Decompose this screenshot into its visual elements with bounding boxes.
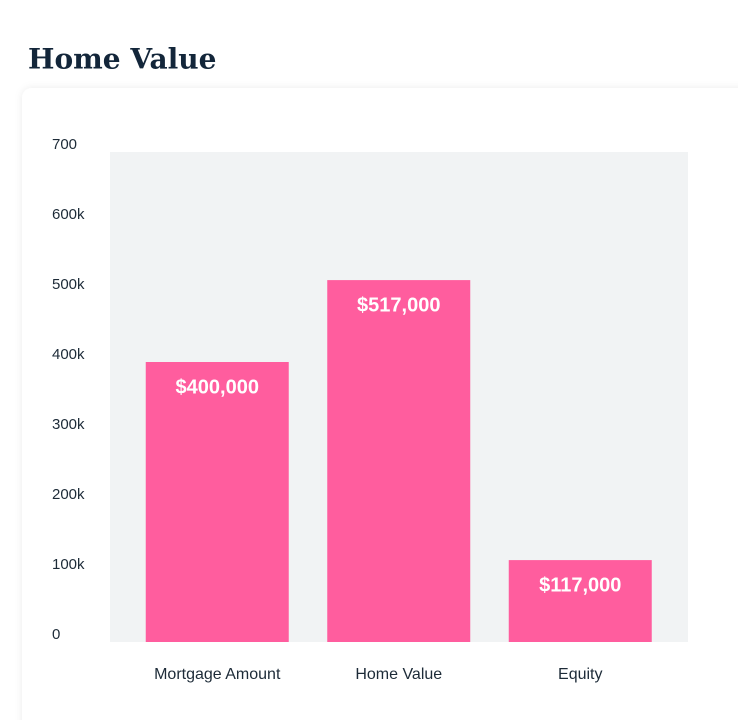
x-tick-label: Equity — [558, 666, 602, 683]
bar — [327, 280, 471, 642]
x-tick-label: Mortgage Amount — [154, 666, 281, 683]
x-tick-label: Home Value — [355, 666, 442, 683]
y-tick-label: 300k — [52, 416, 85, 433]
y-tick-label: 200k — [52, 486, 85, 503]
value-label: $517,000 — [357, 294, 440, 316]
y-tick-label: 400k — [52, 346, 85, 363]
bar — [145, 362, 289, 642]
bar — [508, 560, 652, 642]
y-tick-label: 600k — [52, 206, 85, 223]
y-tick-label: 100k — [52, 556, 85, 573]
y-tick-label: 700 — [52, 136, 77, 153]
y-tick-label: 500k — [52, 276, 85, 293]
y-tick-label: 0 — [52, 626, 60, 643]
value-label: $400,000 — [176, 376, 259, 398]
value-label: $117,000 — [539, 574, 621, 596]
chart-title: Home Value — [28, 43, 216, 76]
